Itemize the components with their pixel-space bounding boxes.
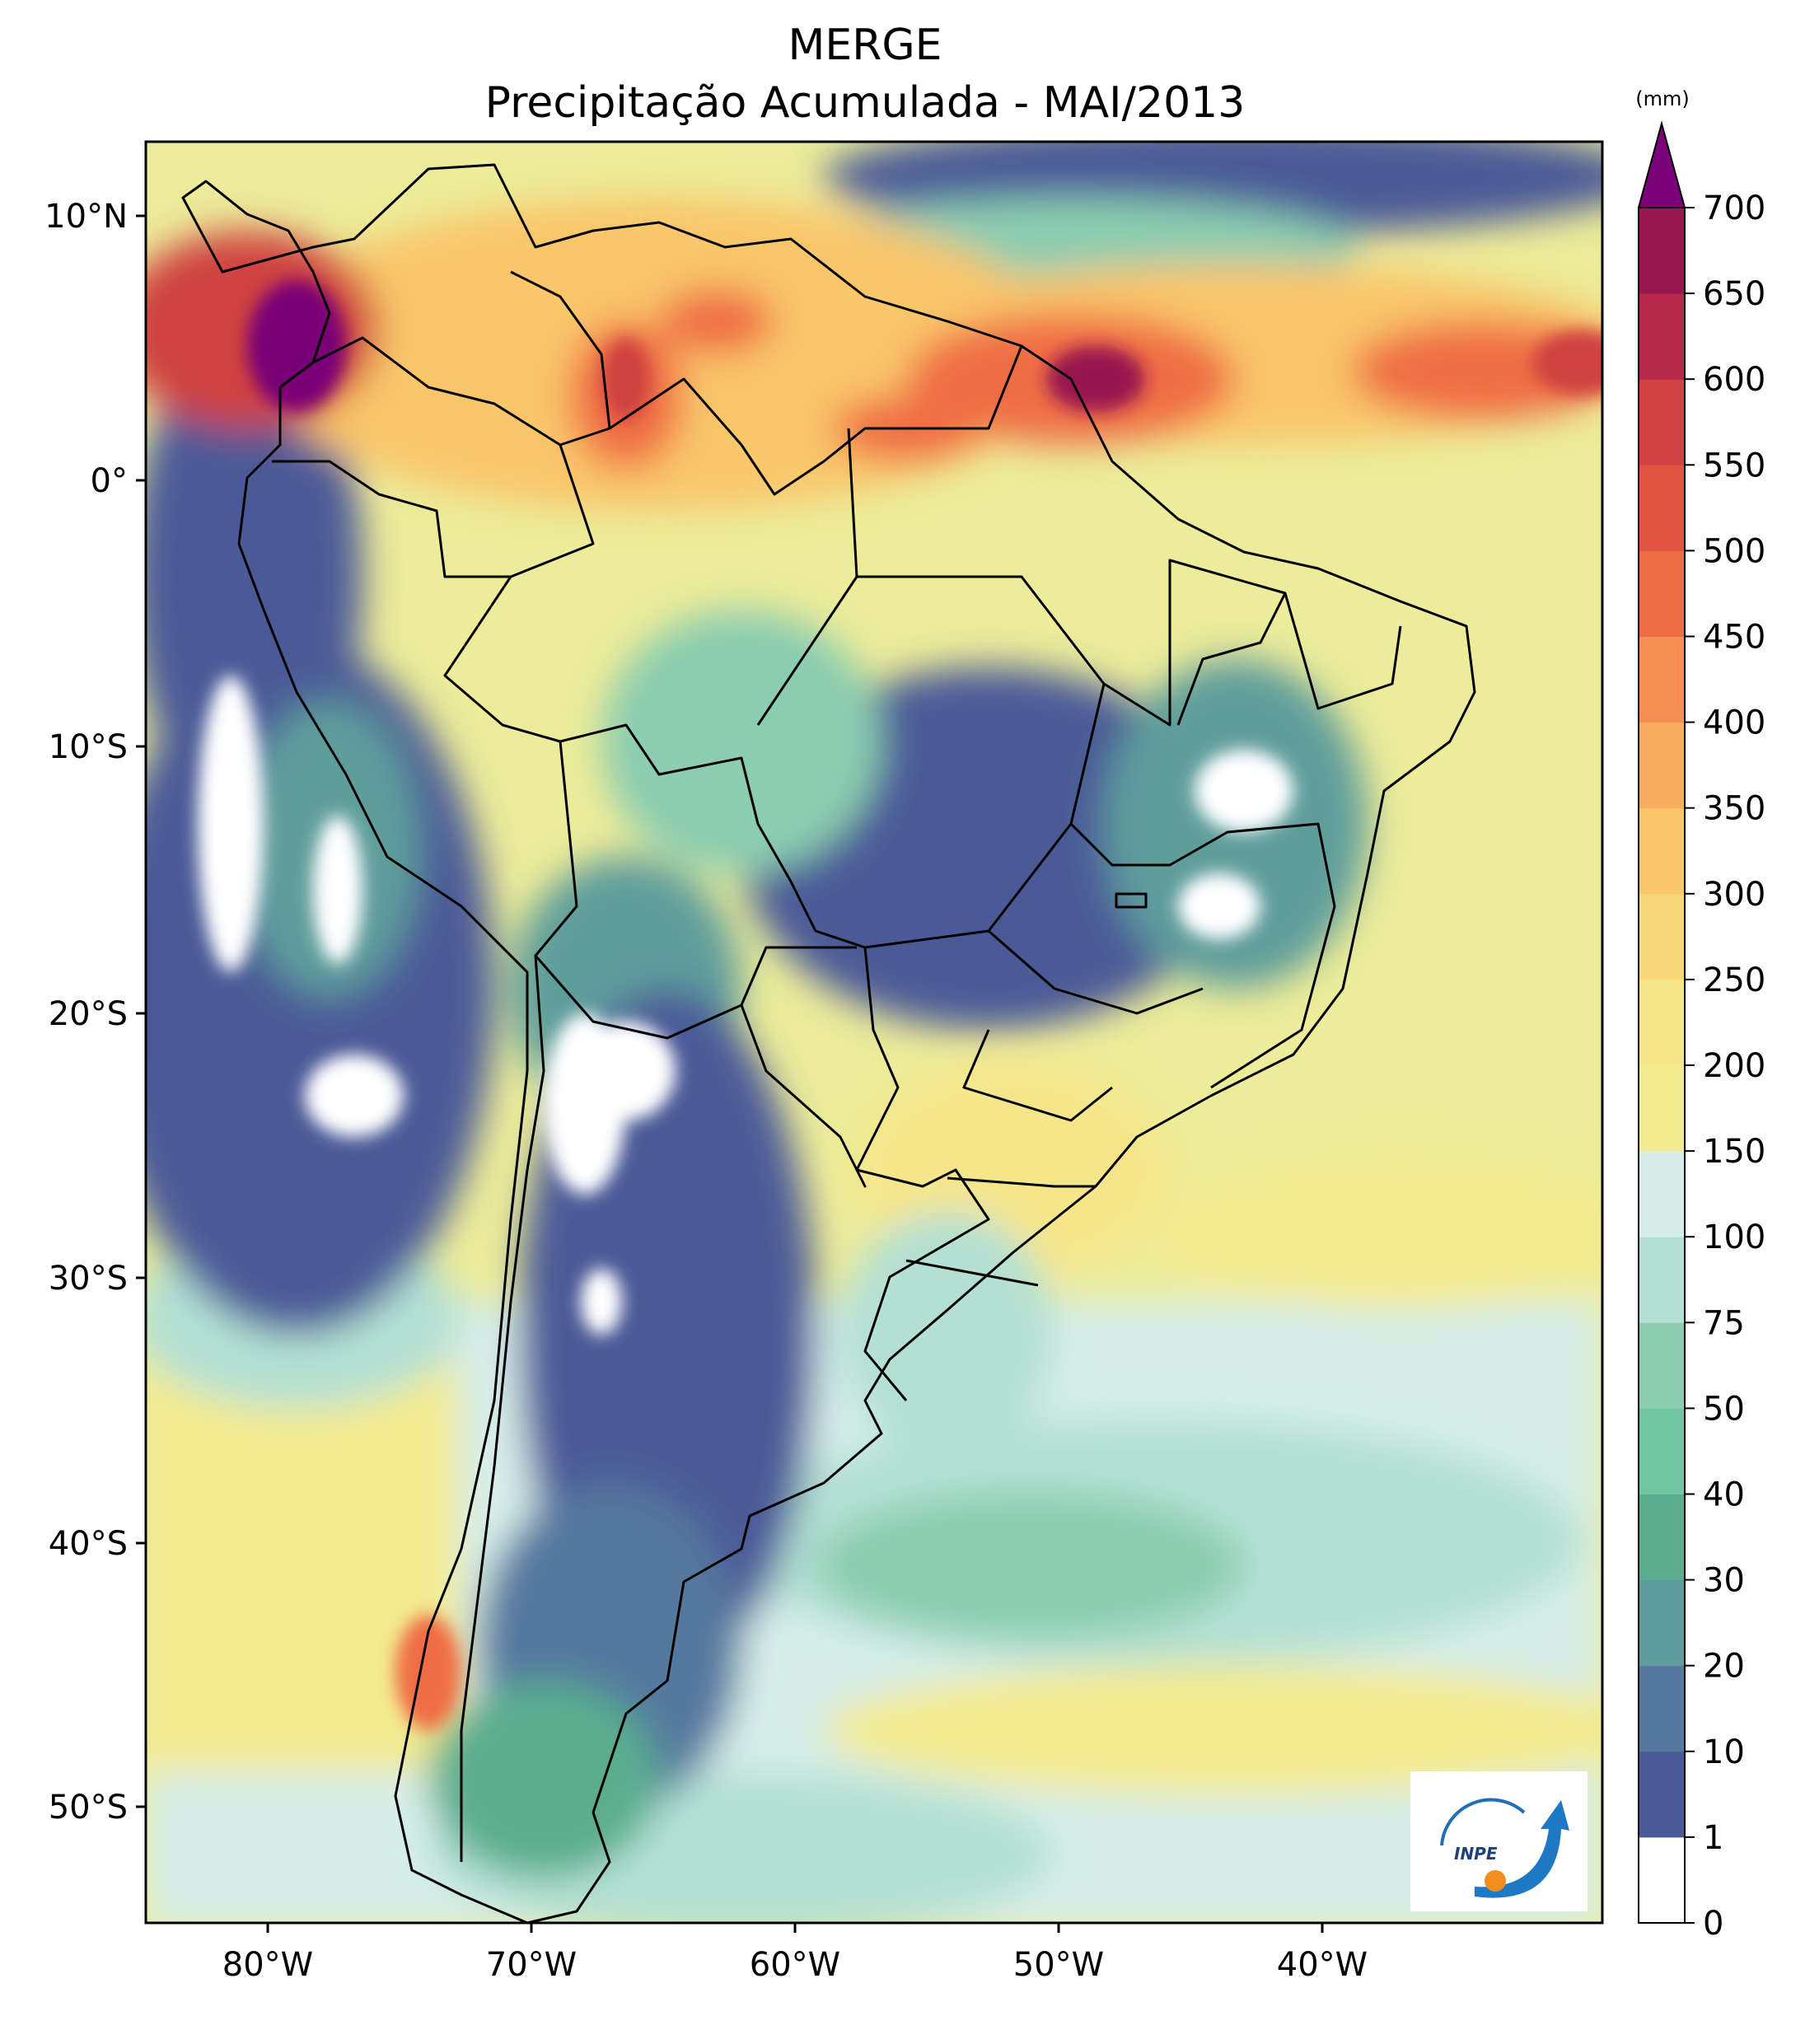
map-frame <box>144 140 1604 1925</box>
south-america-coastline <box>181 163 1476 1923</box>
brazil-states <box>756 428 1402 1287</box>
colorbar-tick-label: 700 <box>1703 189 1765 227</box>
colorbar: (mm) 0 1 10 20 30 40 50 75 100 150 200 250 300 350 400… <box>1635 87 1765 1943</box>
paraguay-border <box>740 1004 867 1188</box>
longitude-label: 60°W <box>750 1946 840 1984</box>
country-borders <box>181 163 1476 1923</box>
map-title: MERGE <box>788 21 942 70</box>
latitude-label: 30°S <box>49 1260 128 1298</box>
logo-text: INPE <box>1454 1844 1498 1864</box>
latitude-axis <box>136 214 146 1808</box>
venezuela-guianas-border <box>609 345 1023 496</box>
latitude-label: 40°S <box>49 1525 128 1563</box>
latitude-label: 10°N <box>44 198 128 236</box>
colorbar-segment <box>1639 1322 1685 1409</box>
colorbar-segment <box>1639 1237 1685 1323</box>
colorbar-segment <box>1639 1579 1685 1667</box>
colorbar-segments <box>1639 208 1685 1924</box>
colorbar-segment <box>1639 208 1685 294</box>
federal-district <box>1115 892 1148 909</box>
colombia-border <box>312 270 611 447</box>
colorbar-tick-label: 550 <box>1703 447 1765 484</box>
colorbar-segment <box>1639 722 1685 809</box>
argentina-chile-border <box>460 955 545 1862</box>
colorbar-segment <box>1639 465 1685 551</box>
longitude-axis <box>266 1923 1324 1933</box>
colorbar-tick-label: 300 <box>1703 876 1765 914</box>
logo-arrow-icon <box>1475 1800 1569 1898</box>
latitude-label: 10°S <box>49 728 128 766</box>
colorbar-segment <box>1639 1836 1685 1924</box>
logo-swoosh-icon <box>1440 1798 1526 1846</box>
longitude-label: 80°W <box>222 1946 313 1984</box>
inpe-logo: INPE <box>1410 1771 1588 1911</box>
latitude-label: 50°S <box>49 1789 128 1827</box>
colorbar-tick-label: 600 <box>1703 361 1765 399</box>
longitude-label: 40°W <box>1277 1946 1368 1984</box>
colorbar-segment <box>1639 893 1685 980</box>
colorbar-ticks: 0 1 10 20 30 40 50 75 100 150 200 250 300 350 400 450 50… <box>1685 189 1765 1943</box>
colorbar-tick-label: 75 <box>1703 1304 1745 1342</box>
colorbar-segment <box>1639 1665 1685 1752</box>
colorbar-segment <box>1639 1494 1685 1581</box>
precipitation-field <box>146 142 1602 1923</box>
colorbar-tick-label: 200 <box>1703 1047 1765 1085</box>
colorbar-tick-label: 40 <box>1703 1476 1745 1514</box>
longitude-label: 70°W <box>486 1946 577 1984</box>
colorbar-segment <box>1639 379 1685 465</box>
colorbar-tick-label: 350 <box>1703 790 1765 828</box>
colorbar-segment <box>1639 636 1685 723</box>
colorbar-segment <box>1639 1408 1685 1494</box>
brazil-border <box>443 444 990 1401</box>
colorbar-tick-label: 400 <box>1703 704 1765 742</box>
colorbar-segment <box>1639 979 1685 1066</box>
colorbar-tick-label: 100 <box>1703 1218 1765 1256</box>
colorbar-tick-label: 30 <box>1703 1562 1745 1600</box>
latitude-label: 0° <box>91 462 128 500</box>
peru-ecuador-border <box>272 460 511 578</box>
colorbar-tick-label: 150 <box>1703 1133 1765 1171</box>
map-subtitle: Precipitação Acumulada - MAI/2013 <box>485 78 1246 128</box>
colorbar-unit: (mm) <box>1635 87 1689 110</box>
latitude-label: 20°S <box>49 995 128 1033</box>
colorbar-tick-label: 20 <box>1703 1648 1745 1686</box>
colorbar-extend-triangle <box>1637 120 1686 208</box>
colorbar-tick-label: 650 <box>1703 275 1765 313</box>
bolivia-border <box>534 741 857 1040</box>
colorbar-segment <box>1639 1751 1685 1838</box>
colorbar-segment <box>1639 293 1685 380</box>
colorbar-tick-label: 1 <box>1703 1819 1723 1857</box>
logo-sun-icon <box>1485 1870 1506 1892</box>
colorbar-tick-label: 250 <box>1703 961 1765 999</box>
colorbar-segment <box>1639 1151 1685 1237</box>
colorbar-segment <box>1639 1065 1685 1152</box>
colorbar-tick-label: 10 <box>1703 1733 1745 1771</box>
longitude-label: 50°W <box>1013 1946 1104 1984</box>
colorbar-tick-label: 0 <box>1703 1905 1723 1943</box>
colorbar-tick-label: 50 <box>1703 1390 1745 1428</box>
colorbar-tick-label: 450 <box>1703 619 1765 657</box>
colorbar-segment <box>1639 807 1685 895</box>
colorbar-tick-label: 500 <box>1703 532 1765 570</box>
colorbar-segment <box>1639 550 1685 637</box>
